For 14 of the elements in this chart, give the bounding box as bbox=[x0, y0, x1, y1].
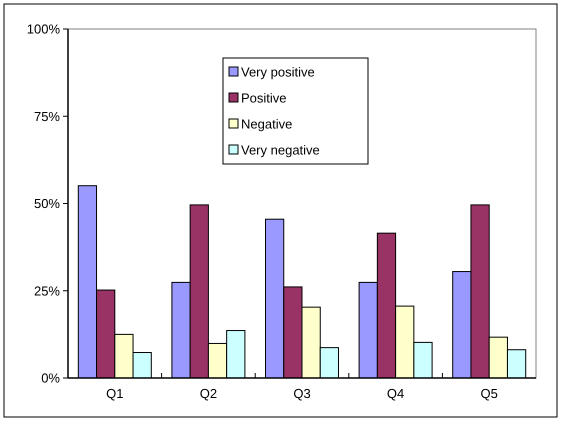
x-tick-label: Q1 bbox=[106, 386, 124, 401]
y-tick-label: 25% bbox=[34, 283, 60, 298]
legend-label: Negative bbox=[241, 116, 292, 132]
y-tick-label: 0% bbox=[41, 370, 60, 386]
legend-label: Very negative bbox=[241, 142, 320, 158]
x-tick-label: Q3 bbox=[293, 386, 311, 401]
legend-label: Very positive bbox=[241, 64, 315, 80]
y-tick-label: 75% bbox=[34, 108, 60, 124]
y-tick-label: 50% bbox=[34, 196, 60, 212]
x-tick-label: Q5 bbox=[480, 386, 498, 401]
y-tick-label: 100% bbox=[26, 22, 60, 37]
x-tick-label: Q4 bbox=[386, 386, 404, 401]
legend-label: Positive bbox=[241, 90, 287, 106]
x-tick-label: Q2 bbox=[200, 386, 218, 401]
